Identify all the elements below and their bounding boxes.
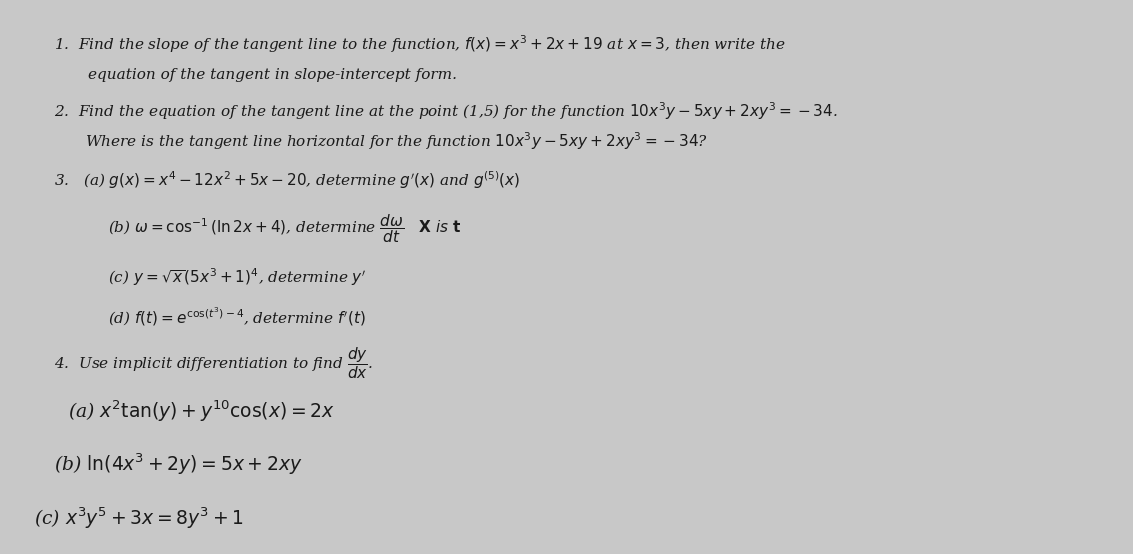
- Text: (a) $x^2\tan(y) + y^{10}\cos(x) = 2x$: (a) $x^2\tan(y) + y^{10}\cos(x) = 2x$: [68, 398, 335, 424]
- Text: (b) $\ln(4x^3 + 2y) = 5x + 2xy$: (b) $\ln(4x^3 + 2y) = 5x + 2xy$: [54, 452, 303, 477]
- Text: 1.  Find the slope of the tangent line to the function, $f(x) = x^3 + 2x + 19$ a: 1. Find the slope of the tangent line to…: [54, 33, 786, 55]
- Text: (c) $x^3y^5 + 3x = 8y^3 + 1$: (c) $x^3y^5 + 3x = 8y^3 + 1$: [34, 505, 244, 531]
- Text: 2.  Find the equation of the tangent line at the point (1,5) for the function $1: 2. Find the equation of the tangent line…: [54, 100, 838, 122]
- Text: 4.  Use implicit differentiation to find $\dfrac{dy}{dx}$.: 4. Use implicit differentiation to find …: [54, 345, 374, 381]
- Text: (b) $\omega = \cos^{-1}(\ln 2x + 4)$, determine $\dfrac{d\omega}{dt}$   $\mathbf: (b) $\omega = \cos^{-1}(\ln 2x + 4)$, de…: [108, 212, 461, 245]
- Text: 3.   (a) $g(x) = x^4 - 12x^2 + 5x - 20$, determine $g'(x)$ and $g^{(5)}(x)$: 3. (a) $g(x) = x^4 - 12x^2 + 5x - 20$, d…: [54, 169, 521, 191]
- Text: equation of the tangent in slope-intercept form.: equation of the tangent in slope-interce…: [88, 68, 458, 82]
- Text: Where is the tangent line horizontal for the function $10x^3y - 5xy + 2xy^3 = -3: Where is the tangent line horizontal for…: [85, 130, 708, 152]
- Text: (d) $f(t) = e^{\cos(t^3)-4}$, determine $f'(t)$: (d) $f(t) = e^{\cos(t^3)-4}$, determine …: [108, 306, 365, 328]
- Text: (c) $y = \sqrt{x}(5x^3 + 1)^4$, determine $y'$: (c) $y = \sqrt{x}(5x^3 + 1)^4$, determin…: [108, 266, 366, 288]
